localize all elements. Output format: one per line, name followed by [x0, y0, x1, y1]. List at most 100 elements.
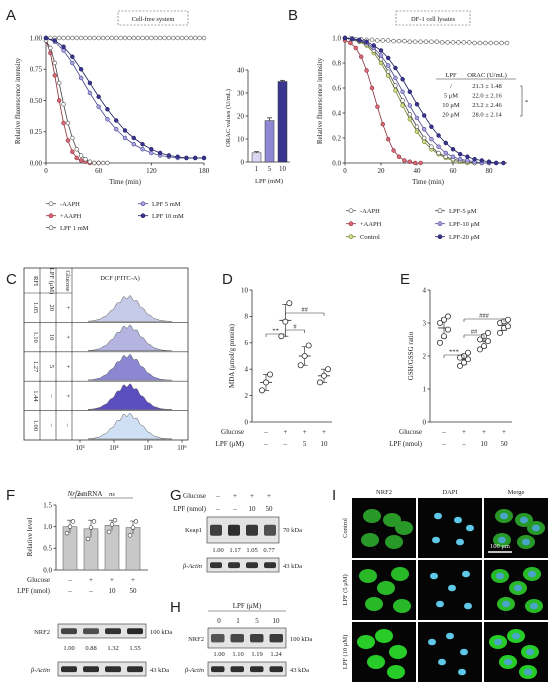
- micro-col-label: Merge: [508, 489, 525, 496]
- table-cell: 5 μM: [444, 93, 458, 100]
- chart-f-point: [85, 536, 91, 541]
- chart-b-point: [483, 40, 488, 46]
- chart-f-lpf-value: –: [67, 587, 72, 595]
- chart-f-lpf-value: 50: [130, 587, 138, 595]
- box-title: Cell-free system: [132, 16, 175, 23]
- chart-b-point: [450, 154, 456, 159]
- chart-b-point: [422, 127, 427, 132]
- chart-f-lpf-value: 10: [109, 587, 117, 595]
- blot-g-lpf-value: –: [232, 505, 237, 513]
- chart-a-point: [201, 35, 207, 41]
- chart-a-point: [96, 104, 101, 109]
- chart-a-point: [56, 98, 62, 103]
- chart-a-point: [157, 35, 163, 41]
- chart-d-y-tick-label: 4: [245, 366, 249, 374]
- micro-nucleus: [520, 516, 528, 524]
- panel-letter: G: [170, 487, 182, 504]
- chart-a-point: [78, 153, 84, 158]
- legend-swatch-marker: [348, 221, 354, 226]
- blot-f-value: 1.55: [129, 645, 140, 652]
- blot-h-actin-membrane: [207, 661, 287, 677]
- flow-cell: 20: [48, 304, 55, 311]
- micro-nucleus: [448, 584, 456, 592]
- chart-d-point: [282, 318, 289, 325]
- chart-a-point: [100, 160, 106, 166]
- micro-nucleus: [432, 536, 440, 544]
- blot-h-nrf2-band: [211, 634, 225, 643]
- chart-e-sig-marker: ###: [479, 313, 490, 320]
- legend-label: LPF 10 mM: [152, 213, 184, 220]
- chart-b-y-tick-label: 0.2: [332, 134, 341, 142]
- chart-e-lpf-value: 10: [481, 440, 489, 448]
- chart-b-series-line: [344, 37, 489, 164]
- chart-a-point: [78, 158, 84, 163]
- chart-b-point: [400, 103, 405, 108]
- chart-a-point: [70, 149, 75, 154]
- chart-a-point: [157, 150, 163, 156]
- blot-h-actin-band: [250, 666, 264, 673]
- micro-nucleus: [494, 638, 502, 646]
- chart-d-point: [324, 366, 331, 373]
- chart-d-glucose-value: –: [263, 428, 268, 436]
- chart-b-point: [429, 144, 434, 149]
- micro-nucleus: [498, 536, 506, 544]
- chart-a-point: [78, 35, 84, 41]
- chart-b-point: [443, 140, 448, 146]
- micro-cell: [383, 513, 401, 527]
- micro-cell: [361, 533, 379, 547]
- blot-f-value: 0.88: [85, 645, 96, 652]
- chart-e-point: [444, 313, 451, 320]
- chart-b-point: [422, 135, 427, 141]
- chart-b-point: [396, 38, 402, 44]
- chart-a-point: [171, 35, 176, 41]
- chart-a-y-tick-label: 0.25: [30, 128, 43, 136]
- blot-g-row-label: LPF (nmol): [173, 505, 207, 513]
- chart-a-point: [131, 142, 136, 147]
- inset-x-tick-label: 1: [255, 165, 259, 173]
- chart-b-point: [494, 40, 499, 46]
- chart-a-point: [56, 80, 62, 86]
- micro-nucleus: [464, 602, 472, 610]
- chart-f-row-label: LPF (nmol): [17, 587, 51, 595]
- chart-b-y-tick-label: 0.0: [332, 159, 341, 167]
- micro-nucleus: [530, 602, 538, 610]
- chart-b-point: [342, 35, 348, 41]
- flow-x-tick-label: 10⁶: [177, 444, 187, 452]
- chart-a-point: [105, 107, 110, 112]
- flow-cell: +: [64, 306, 71, 310]
- chart-b-point: [422, 113, 427, 118]
- legend-label: LPF-5 μM: [449, 208, 477, 215]
- chart-a-point: [83, 35, 88, 41]
- chart-f-glucose-value: +: [131, 576, 135, 584]
- chart-b-point: [429, 137, 434, 142]
- chart-d-point: [301, 352, 308, 359]
- chart-d-point: [286, 300, 293, 307]
- panel-letter: H: [170, 599, 181, 616]
- chart-a-point: [105, 160, 110, 166]
- chart-b-point: [413, 39, 418, 44]
- chart-b-point: [359, 54, 364, 59]
- blot-h-lane: 0: [217, 617, 221, 625]
- blot-g-glucose-value: +: [233, 492, 237, 500]
- chart-e-row-label: LPF (nmol): [389, 440, 423, 448]
- micro-nucleus: [500, 512, 508, 520]
- chart-e-point: [440, 316, 447, 323]
- flow-cell: 1.27: [32, 361, 39, 373]
- flow-cell: 1.10: [32, 331, 39, 342]
- blot-g-actin-band: [228, 562, 240, 569]
- chart-a-y-tick-label: 0.00: [30, 159, 43, 167]
- chart-e-point: [484, 329, 491, 336]
- chart-a-point: [193, 35, 198, 41]
- box-title-frame: [395, 10, 471, 26]
- chart-f-point: [67, 524, 73, 529]
- blot-g-row-label: Glucose: [183, 492, 206, 500]
- chart-e-ylabel: GSH/GSSG ratio: [407, 331, 415, 380]
- chart-a-ylabel: Relative fluorescence intensity: [14, 57, 22, 144]
- chart-b-point: [393, 75, 398, 81]
- chart-a-point: [96, 35, 101, 41]
- micro-cell: [365, 597, 383, 611]
- chart-a-point: [65, 138, 71, 143]
- chart-b-point: [413, 160, 418, 166]
- chart-a-point: [175, 154, 180, 159]
- blot-f-value: 1.32: [107, 645, 118, 652]
